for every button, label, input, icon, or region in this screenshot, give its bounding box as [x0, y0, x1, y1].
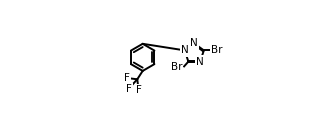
Text: Br: Br: [211, 45, 222, 55]
Text: F: F: [124, 73, 130, 83]
Text: Br: Br: [171, 62, 183, 72]
Text: N: N: [196, 57, 204, 67]
Text: N: N: [190, 38, 198, 48]
Text: F: F: [136, 85, 142, 95]
Text: F: F: [126, 84, 132, 94]
Text: N: N: [181, 45, 188, 55]
